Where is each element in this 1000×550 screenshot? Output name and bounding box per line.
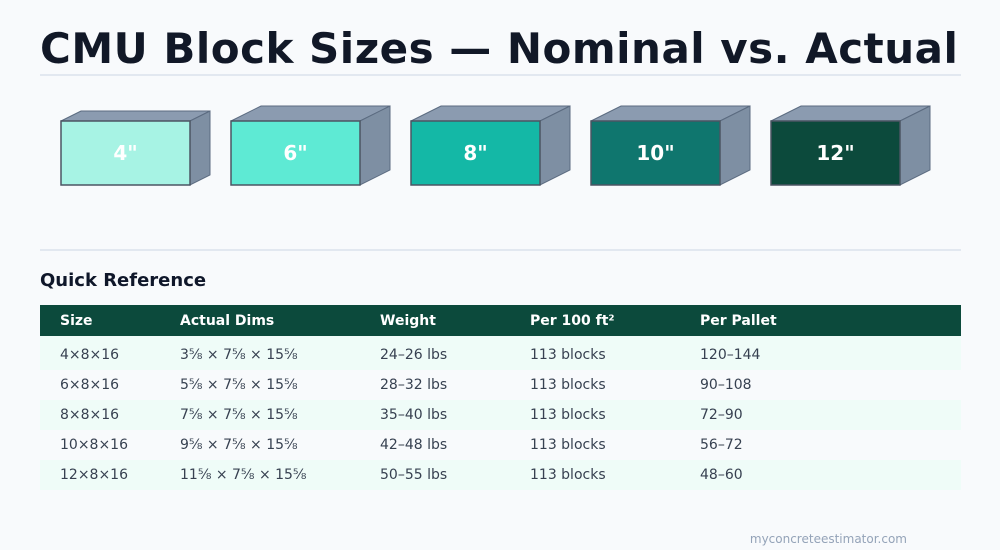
- cell-weight: 42–48 lbs: [380, 437, 448, 453]
- cell-size: 8×8×16: [60, 407, 120, 423]
- cell-per-pallet: 56–72: [700, 437, 743, 453]
- cell-per-100-ft2: 113 blocks: [530, 467, 606, 483]
- table-row: 8×8×16 7⅝ × 7⅝ × 15⅝ 35–40 lbs 113 block…: [40, 400, 961, 430]
- cell-weight: 28–32 lbs: [380, 377, 448, 393]
- cell-per-100-ft2: 113 blocks: [530, 437, 606, 453]
- cell-actual-dims: 3⅝ × 7⅝ × 15⅝: [180, 347, 298, 363]
- cell-per-100-ft2: 113 blocks: [530, 407, 606, 423]
- block-top-face: [60, 110, 211, 122]
- title-divider: [40, 74, 961, 76]
- column-header-per-100-ft2: Per 100 ft²: [530, 312, 615, 329]
- cell-weight: 50–55 lbs: [380, 467, 448, 483]
- cmu-block: 6": [230, 105, 391, 186]
- block-size-label: 10": [636, 141, 674, 165]
- column-header-size: Size: [60, 312, 93, 329]
- column-header-per-pallet: Per Pallet: [700, 312, 777, 329]
- cell-actual-dims: 11⅝ × 7⅝ × 15⅝: [180, 467, 307, 483]
- table-row: 4×8×16 3⅝ × 7⅝ × 15⅝ 24–26 lbs 113 block…: [40, 336, 961, 370]
- table-row: 10×8×16 9⅝ × 7⅝ × 15⅝ 42–48 lbs 113 bloc…: [40, 430, 961, 460]
- quick-reference-heading: Quick Reference: [40, 270, 207, 291]
- block-size-diagram: 4" 6" 8" 10" 12": [60, 105, 931, 186]
- table-header-row: Size Actual Dims Weight Per 100 ft² Per …: [40, 305, 961, 336]
- cell-size: 4×8×16: [60, 347, 120, 363]
- cell-per-pallet: 48–60: [700, 467, 743, 483]
- cell-per-100-ft2: 113 blocks: [530, 377, 606, 393]
- block-front-face: [60, 120, 191, 186]
- block-side-face: [189, 110, 211, 186]
- block-front-face: [410, 120, 541, 186]
- block-size-label: 4": [113, 141, 137, 165]
- block-size-label: 8": [463, 141, 487, 165]
- block-size-label: 6": [283, 141, 307, 165]
- cell-per-pallet: 120–144: [700, 347, 761, 363]
- cmu-block: 12": [770, 105, 931, 186]
- block-front-face: [770, 120, 901, 186]
- block-size-label: 12": [816, 141, 854, 165]
- cell-weight: 35–40 lbs: [380, 407, 448, 423]
- cell-size: 10×8×16: [60, 437, 128, 453]
- cell-actual-dims: 7⅝ × 7⅝ × 15⅝: [180, 407, 298, 423]
- cell-weight: 24–26 lbs: [380, 347, 448, 363]
- cell-actual-dims: 5⅝ × 7⅝ × 15⅝: [180, 377, 298, 393]
- block-front-face: [230, 120, 361, 186]
- cell-size: 12×8×16: [60, 467, 128, 483]
- column-header-weight: Weight: [380, 312, 436, 329]
- block-front-face: [590, 120, 721, 186]
- cell-per-100-ft2: 113 blocks: [530, 347, 606, 363]
- cmu-block: 8": [410, 105, 571, 186]
- table-row: 12×8×16 11⅝ × 7⅝ × 15⅝ 50–55 lbs 113 blo…: [40, 460, 961, 490]
- cell-per-pallet: 72–90: [700, 407, 743, 423]
- table-row: 6×8×16 5⅝ × 7⅝ × 15⅝ 28–32 lbs 113 block…: [40, 370, 961, 400]
- cell-size: 6×8×16: [60, 377, 120, 393]
- quick-reference-table: Size Actual Dims Weight Per 100 ft² Per …: [40, 305, 961, 490]
- site-credit: myconcreteestimator.com: [749, 532, 907, 546]
- page-title: CMU Block Sizes — Nominal vs. Actual: [40, 24, 959, 73]
- section-divider: [40, 249, 961, 251]
- cmu-block: 4": [60, 110, 211, 186]
- cmu-block: 10": [590, 105, 751, 186]
- column-header-actual-dims: Actual Dims: [180, 312, 275, 329]
- cell-actual-dims: 9⅝ × 7⅝ × 15⅝: [180, 437, 298, 453]
- cell-per-pallet: 90–108: [700, 377, 752, 393]
